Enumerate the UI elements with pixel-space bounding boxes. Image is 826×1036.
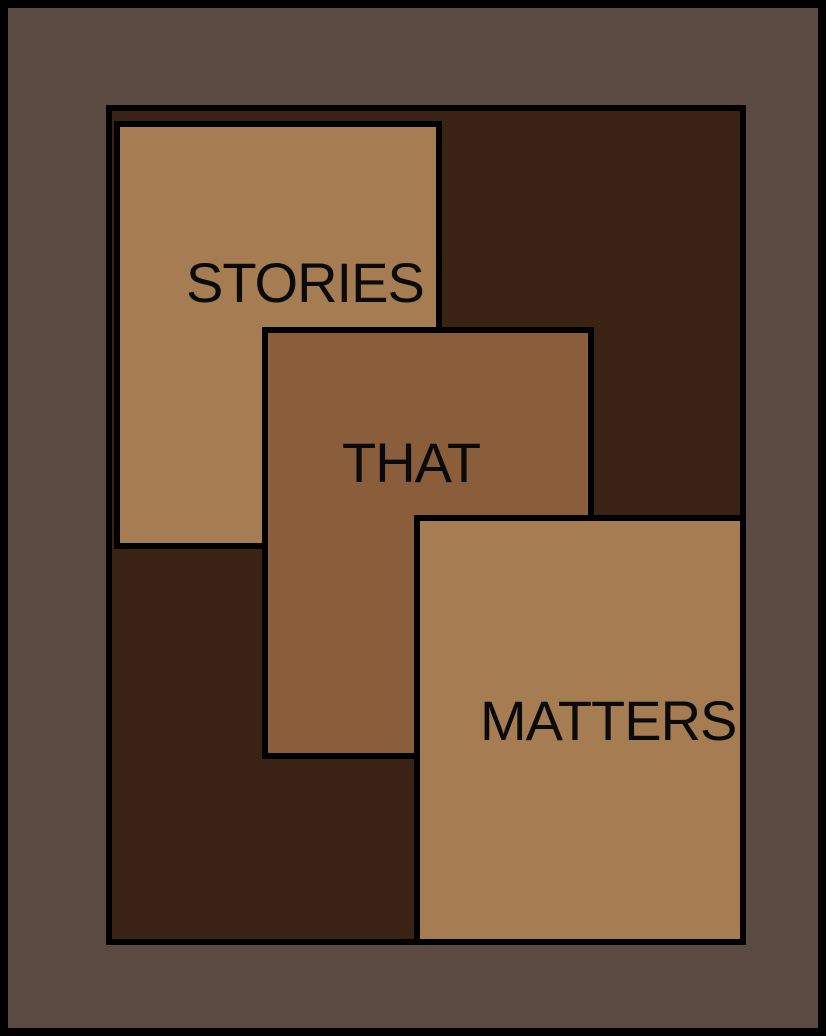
panel-matters: MATTERS	[414, 515, 740, 939]
word-stories: STORIES	[186, 251, 425, 314]
artwork-canvas: STORIES THAT MATTERS	[106, 105, 746, 945]
word-matters: MATTERS	[480, 689, 737, 752]
word-that: THAT	[342, 431, 481, 494]
